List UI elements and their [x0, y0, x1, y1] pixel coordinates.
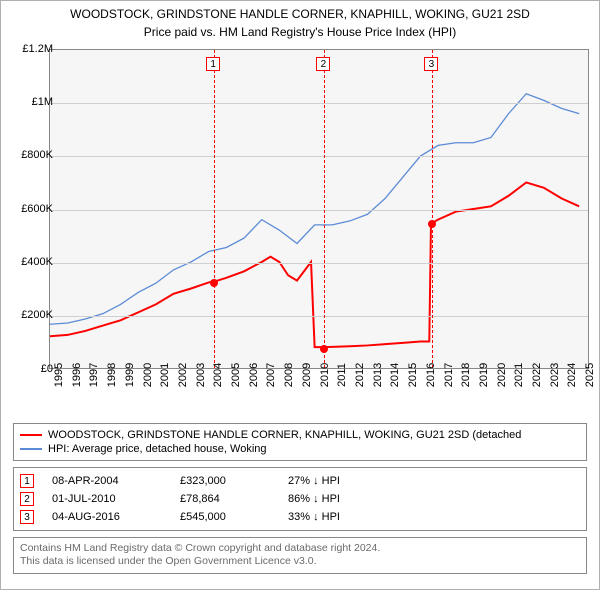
- marker-vline: [432, 50, 433, 368]
- legend-label: WOODSTOCK, GRINDSTONE HANDLE CORNER, KNA…: [48, 429, 521, 441]
- x-axis-label: 2010: [319, 362, 331, 386]
- event-price: £545,000: [180, 511, 270, 523]
- x-axis-label: 2014: [389, 362, 401, 386]
- y-axis-label: £600K: [11, 203, 53, 215]
- x-axis-label: 2009: [301, 362, 313, 386]
- y-axis-label: £800K: [11, 149, 53, 161]
- x-axis-label: 2004: [212, 362, 224, 386]
- event-row: 1 08-APR-2004 £323,000 27% ↓ HPI: [20, 472, 580, 490]
- marker-vline: [324, 50, 325, 368]
- x-axis-label: 2001: [159, 362, 171, 386]
- x-axis-label: 2018: [460, 362, 472, 386]
- chart-subtitle: Price paid vs. HM Land Registry's House …: [1, 25, 599, 43]
- y-axis-label: £1M: [11, 96, 53, 108]
- x-axis-label: 2013: [372, 362, 384, 386]
- event-date: 04-AUG-2016: [52, 511, 162, 523]
- y-axis-label: £400K: [11, 256, 53, 268]
- marker-dot-1: [210, 279, 218, 287]
- x-axis-label: 2021: [513, 362, 525, 386]
- legend-item: WOODSTOCK, GRINDSTONE HANDLE CORNER, KNA…: [20, 428, 580, 442]
- y-axis-label: £1.2M: [11, 43, 53, 55]
- x-axis-label: 2019: [478, 362, 490, 386]
- chart-area: £0 £200K £400K £600K £800K £1M £1.2M 1995 1996 19…: [1, 43, 599, 423]
- x-axis-label: 2022: [531, 362, 543, 386]
- events-table: 1 08-APR-2004 £323,000 27% ↓ HPI 2 01-JUL-201…: [13, 467, 587, 531]
- legend-swatch: [20, 434, 42, 436]
- event-marker-1: 1: [20, 474, 34, 488]
- event-marker-3: 3: [20, 510, 34, 524]
- marker-dot-3: [428, 220, 436, 228]
- x-axis-label: 2025: [584, 362, 596, 386]
- x-axis-label: 1999: [124, 362, 136, 386]
- x-axis-label: 2023: [549, 362, 561, 386]
- marker-label-2: 2: [316, 57, 330, 71]
- y-axis-label: £200K: [11, 309, 53, 321]
- gridline: [50, 103, 588, 104]
- attribution-footer: Contains HM Land Registry data © Crown c…: [13, 537, 587, 574]
- x-axis-label: 2003: [195, 362, 207, 386]
- x-axis-label: 1996: [71, 362, 83, 386]
- chart-title: WOODSTOCK, GRINDSTONE HANDLE CORNER, KNA…: [1, 1, 599, 25]
- event-price: £78,864: [180, 493, 270, 505]
- gridline: [50, 210, 588, 211]
- legend-swatch: [20, 448, 42, 450]
- chart-svg: [50, 50, 588, 368]
- gridline: [50, 156, 588, 157]
- x-axis-label: 2002: [177, 362, 189, 386]
- plot-region: [49, 49, 589, 369]
- series-line: [50, 182, 579, 347]
- event-row: 2 01-JUL-2010 £78,864 86% ↓ HPI: [20, 490, 580, 508]
- x-axis-label: 2011: [336, 363, 348, 387]
- event-delta: 27% ↓ HPI: [288, 475, 398, 487]
- event-delta: 86% ↓ HPI: [288, 493, 398, 505]
- legend-label: HPI: Average price, detached house, Woki…: [48, 443, 267, 455]
- event-row: 3 04-AUG-2016 £545,000 33% ↓ HPI: [20, 508, 580, 526]
- event-delta: 33% ↓ HPI: [288, 511, 398, 523]
- x-axis-label: 1998: [106, 362, 118, 386]
- chart-container: WOODSTOCK, GRINDSTONE HANDLE CORNER, KNA…: [0, 0, 600, 590]
- gridline: [50, 316, 588, 317]
- x-axis-label: 2024: [566, 362, 578, 386]
- event-price: £323,000: [180, 475, 270, 487]
- event-date: 01-JUL-2010: [52, 493, 162, 505]
- x-axis-label: 1997: [88, 362, 100, 386]
- x-axis-label: 2000: [142, 362, 154, 386]
- marker-dot-2: [320, 345, 328, 353]
- x-axis-label: 2016: [425, 362, 437, 386]
- event-marker-2: 2: [20, 492, 34, 506]
- marker-vline: [214, 50, 215, 368]
- x-axis-label: 2017: [443, 362, 455, 386]
- y-axis-label: £0: [11, 363, 53, 375]
- gridline: [50, 263, 588, 264]
- x-axis-label: 2012: [354, 362, 366, 386]
- x-axis-label: 2008: [283, 362, 295, 386]
- footer-line-1: Contains HM Land Registry data © Crown c…: [20, 542, 580, 556]
- legend: WOODSTOCK, GRINDSTONE HANDLE CORNER, KNA…: [13, 423, 587, 461]
- x-axis-label: 2007: [265, 362, 277, 386]
- footer-line-2: This data is licensed under the Open Gov…: [20, 555, 580, 569]
- x-axis-label: 2005: [230, 362, 242, 386]
- x-axis-label: 1995: [53, 362, 65, 386]
- x-axis-label: 2006: [248, 362, 260, 386]
- marker-label-3: 3: [424, 57, 438, 71]
- legend-item: HPI: Average price, detached house, Woki…: [20, 442, 580, 456]
- marker-label-1: 1: [206, 57, 220, 71]
- series-line: [50, 93, 579, 324]
- x-axis-label: 2020: [496, 362, 508, 386]
- event-date: 08-APR-2004: [52, 475, 162, 487]
- x-axis-label: 2015: [407, 362, 419, 386]
